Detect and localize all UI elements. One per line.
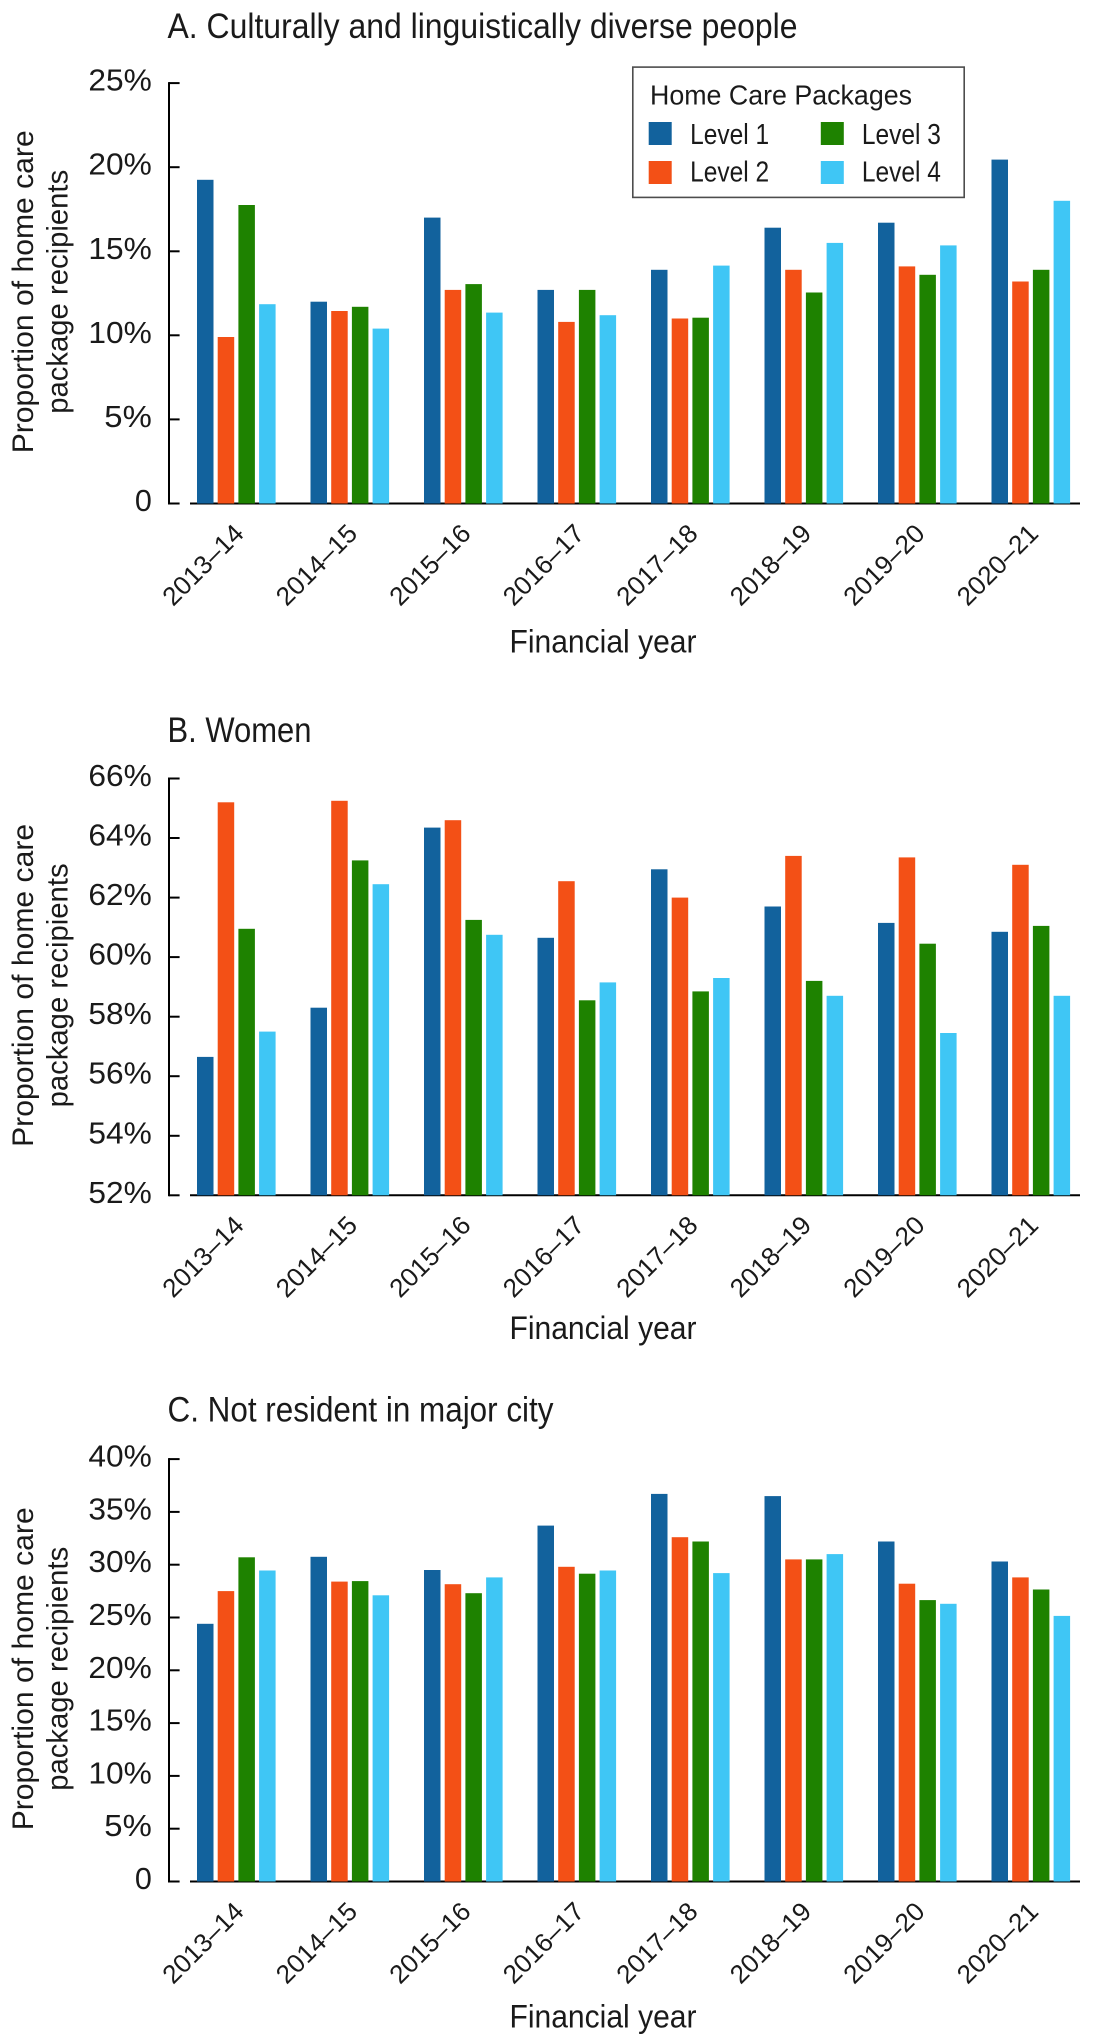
- svg-text:5%: 5%: [104, 1809, 152, 1843]
- svg-text:54%: 54%: [88, 1116, 151, 1150]
- svg-text:35%: 35%: [88, 1492, 151, 1526]
- svg-text:20%: 20%: [88, 1651, 151, 1685]
- svg-text:Level 3: Level 3: [862, 119, 941, 151]
- svg-text:56%: 56%: [88, 1057, 151, 1091]
- svg-text:15%: 15%: [88, 232, 151, 266]
- svg-text:52%: 52%: [88, 1176, 151, 1210]
- svg-text:Financial year: Financial year: [510, 623, 697, 659]
- svg-text:25%: 25%: [88, 1598, 151, 1632]
- svg-text:5%: 5%: [104, 400, 152, 434]
- svg-text:Home Care Packages: Home Care Packages: [650, 79, 912, 110]
- svg-text:58%: 58%: [88, 997, 151, 1031]
- svg-text:Proportion of home care: Proportion of home care: [7, 130, 40, 453]
- svg-text:0: 0: [135, 1862, 152, 1896]
- svg-text:Financial year: Financial year: [510, 1310, 697, 1346]
- svg-text:30%: 30%: [88, 1545, 151, 1579]
- svg-text:Level 4: Level 4: [862, 157, 941, 189]
- svg-text:10%: 10%: [88, 316, 151, 350]
- svg-text:62%: 62%: [88, 878, 151, 912]
- svg-text:0: 0: [135, 484, 152, 518]
- svg-text:Level 1: Level 1: [690, 119, 769, 151]
- svg-text:20%: 20%: [88, 148, 151, 182]
- svg-text:64%: 64%: [88, 819, 151, 853]
- svg-text:package recipients: package recipients: [41, 170, 74, 414]
- svg-text:66%: 66%: [88, 759, 151, 793]
- svg-text:B. Women: B. Women: [168, 711, 312, 750]
- svg-text:package recipients: package recipients: [41, 863, 74, 1107]
- svg-text:Level 2: Level 2: [690, 157, 769, 189]
- svg-text:C. Not resident in major city: C. Not resident in major city: [168, 1390, 554, 1429]
- svg-text:60%: 60%: [88, 938, 151, 972]
- svg-text:Proportion of home care: Proportion of home care: [7, 824, 40, 1147]
- svg-text:25%: 25%: [88, 64, 151, 98]
- svg-text:A. Culturally and linguistical: A. Culturally and linguistically diverse…: [168, 7, 798, 46]
- svg-text:Financial year: Financial year: [510, 1998, 697, 2034]
- svg-text:40%: 40%: [88, 1440, 151, 1474]
- svg-text:package recipients: package recipients: [41, 1547, 74, 1791]
- svg-text:10%: 10%: [88, 1756, 151, 1790]
- svg-text:Proportion of home care: Proportion of home care: [7, 1507, 40, 1830]
- svg-text:15%: 15%: [88, 1704, 151, 1738]
